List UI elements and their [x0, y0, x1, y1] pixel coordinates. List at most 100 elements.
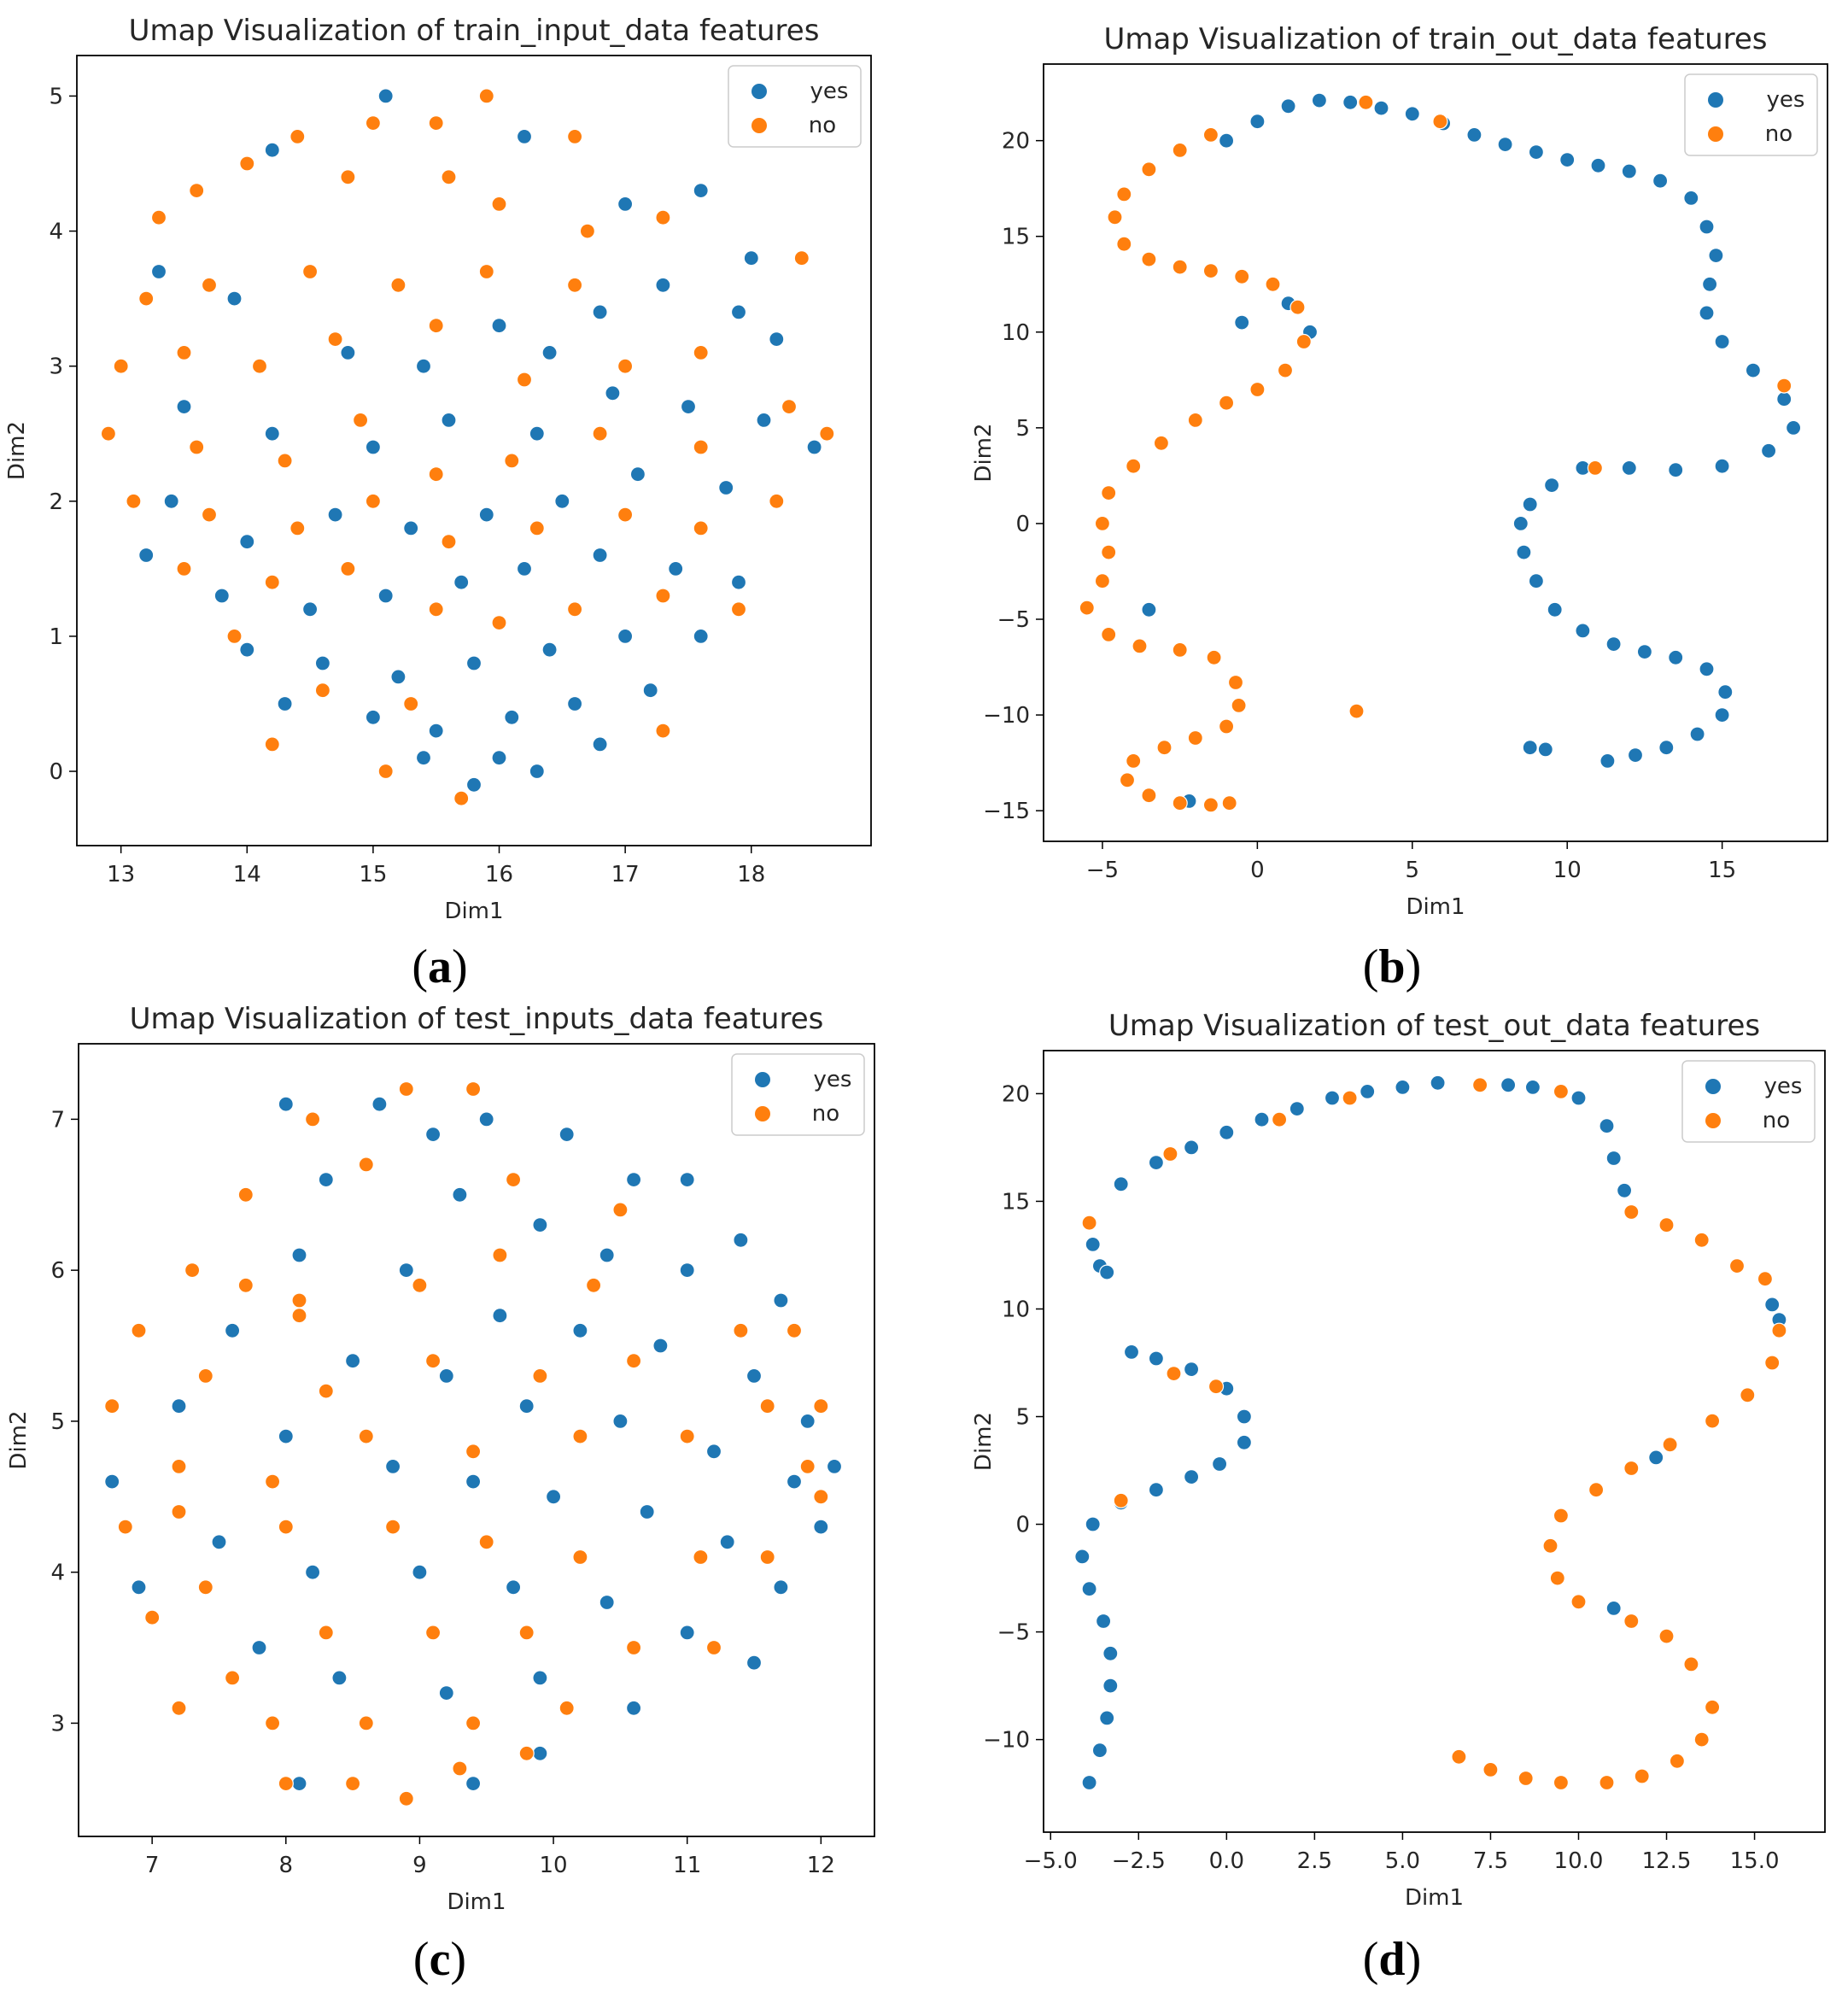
chart-b-point-yes: [1522, 740, 1538, 756]
chart-b-point-no: [1218, 718, 1235, 735]
chart-c-point-no: [412, 1277, 428, 1293]
chart-c-point-yes: [278, 1096, 294, 1112]
chart-a-point-yes: [693, 628, 709, 645]
chart-d-legend-no-label: no: [1763, 1108, 1790, 1133]
chart-d-point-no: [1570, 1594, 1587, 1610]
chart-c-point-no: [492, 1247, 508, 1263]
chart-d-ylabel: Dim2: [971, 1412, 997, 1471]
chart-a-point-yes: [226, 290, 243, 307]
chart-b-point-yes: [1627, 747, 1644, 764]
chart-c-ylabel: Dim2: [6, 1410, 32, 1469]
chart-c-point-yes: [826, 1458, 843, 1475]
chart-d-point-yes: [1500, 1077, 1517, 1093]
chart-a-point-no: [314, 682, 330, 699]
chart-b-xtick-label: 0: [1250, 858, 1265, 883]
caption-d: (d): [1362, 1933, 1422, 1986]
chart-b-point-yes: [1249, 114, 1266, 130]
chart-b-point-no: [1101, 626, 1117, 643]
chart-c-point-no: [799, 1458, 816, 1475]
chart-c-point-yes: [532, 1216, 548, 1233]
chart-b-point-yes: [1141, 601, 1157, 618]
chart-b-point-no: [1348, 703, 1365, 719]
chart-d-point-yes: [1183, 1468, 1200, 1485]
chart-a-point-no: [176, 560, 192, 577]
chart-a-point-yes: [693, 183, 709, 199]
chart-c-point-yes: [733, 1232, 749, 1248]
chart-a-point-yes: [327, 507, 343, 523]
chart-a-point-yes: [516, 128, 533, 144]
chart-c-point-no: [572, 1549, 588, 1566]
chart-a-point-yes: [491, 318, 507, 334]
chart-b-point-yes: [1683, 190, 1699, 206]
chart-c-point-no: [144, 1609, 161, 1625]
chart-c-xtick-label: 12: [807, 1853, 835, 1878]
chart-a-point-yes: [617, 628, 634, 645]
chart-b-point-no: [1141, 161, 1157, 178]
chart-d-point-yes: [1102, 1678, 1119, 1694]
chart-c-point-yes: [612, 1413, 629, 1430]
chart-c-point-no: [117, 1519, 133, 1535]
chart-a-title: Umap Visualization of train_input_data f…: [129, 14, 820, 48]
chart-a-point-no: [365, 493, 381, 509]
chart-c-point-no: [171, 1700, 187, 1716]
chart-c-point-no: [505, 1171, 522, 1188]
caption-b: (b): [1362, 940, 1422, 993]
chart-c-point-no: [572, 1428, 588, 1444]
chart-a-point-no: [327, 331, 343, 348]
chart-b-point-yes: [1575, 623, 1591, 639]
chart-b-point-yes: [1761, 442, 1777, 459]
chart-a-point-no: [302, 263, 319, 280]
chart-b-point-no: [1172, 142, 1188, 158]
chart-c-point-no: [305, 1111, 321, 1127]
chart-a-point-yes: [529, 763, 545, 780]
chart-c-point-no: [385, 1519, 401, 1535]
chart-a-point-no: [504, 453, 520, 469]
chart-c-point-no: [278, 1519, 294, 1535]
chart-b-ytick-label: 5: [1015, 416, 1030, 442]
chart-c-point-no: [705, 1639, 722, 1656]
chart-a-legend-yes-marker: [751, 84, 767, 99]
chart-d-xtick-label: 2.5: [1297, 1848, 1332, 1874]
chart-c-point-yes: [505, 1579, 522, 1596]
chart-c-point-no: [104, 1398, 120, 1414]
chart-c-xtick-label: 8: [279, 1853, 294, 1878]
chart-a-ytick-label: 3: [49, 354, 63, 380]
chart-b-legend-yes-marker: [1708, 92, 1723, 108]
chart-d-point-no: [1162, 1145, 1178, 1162]
chart-c-point-yes: [679, 1262, 695, 1279]
chart-c-point-no: [759, 1549, 775, 1566]
chart-b-point-no: [1079, 600, 1095, 616]
chart-b-point-no: [1277, 362, 1294, 378]
chart-d-point-no: [1166, 1365, 1182, 1382]
chart-a-point-yes: [213, 588, 230, 604]
chart-d-point-no: [1683, 1656, 1699, 1672]
chart-b-ytick-label: −15: [983, 799, 1030, 824]
chart-b-point-yes: [1786, 419, 1802, 436]
chart-d-point-no: [1728, 1257, 1746, 1274]
chart-c-point-yes: [558, 1126, 575, 1143]
chart-b-ytick-label: 20: [1002, 129, 1030, 155]
chart-a-point-yes: [491, 750, 507, 766]
chart-b-point-no: [1358, 94, 1374, 110]
chart-b-point-no: [1116, 236, 1132, 252]
chart-d-point-no: [1471, 1077, 1488, 1093]
chart-b-point-yes: [1689, 726, 1705, 742]
chart-a-point-no: [428, 318, 444, 334]
chart-c-point-no: [585, 1277, 602, 1293]
chart-c-point-yes: [131, 1579, 147, 1596]
chart-a-point-no: [264, 574, 280, 590]
chart-b-point-no: [1202, 797, 1219, 813]
chart-b-point-yes: [1621, 163, 1637, 179]
chart-d-point-yes: [1236, 1408, 1253, 1425]
chart-c-point-no: [518, 1625, 535, 1641]
chart-d-ytick-label: 5: [1015, 1405, 1030, 1431]
chart-c-point-no: [625, 1353, 642, 1369]
chart-c-point-no: [452, 1760, 468, 1777]
chart-b-ytick-label: 10: [1002, 320, 1030, 346]
chart-b-point-yes: [1668, 462, 1684, 478]
chart-c-point-yes: [251, 1639, 267, 1656]
chart-a-point-yes: [365, 439, 381, 455]
chart-c-point-yes: [211, 1534, 227, 1550]
chart-d-point-yes: [1099, 1710, 1115, 1726]
chart-a-point-yes: [592, 547, 608, 564]
